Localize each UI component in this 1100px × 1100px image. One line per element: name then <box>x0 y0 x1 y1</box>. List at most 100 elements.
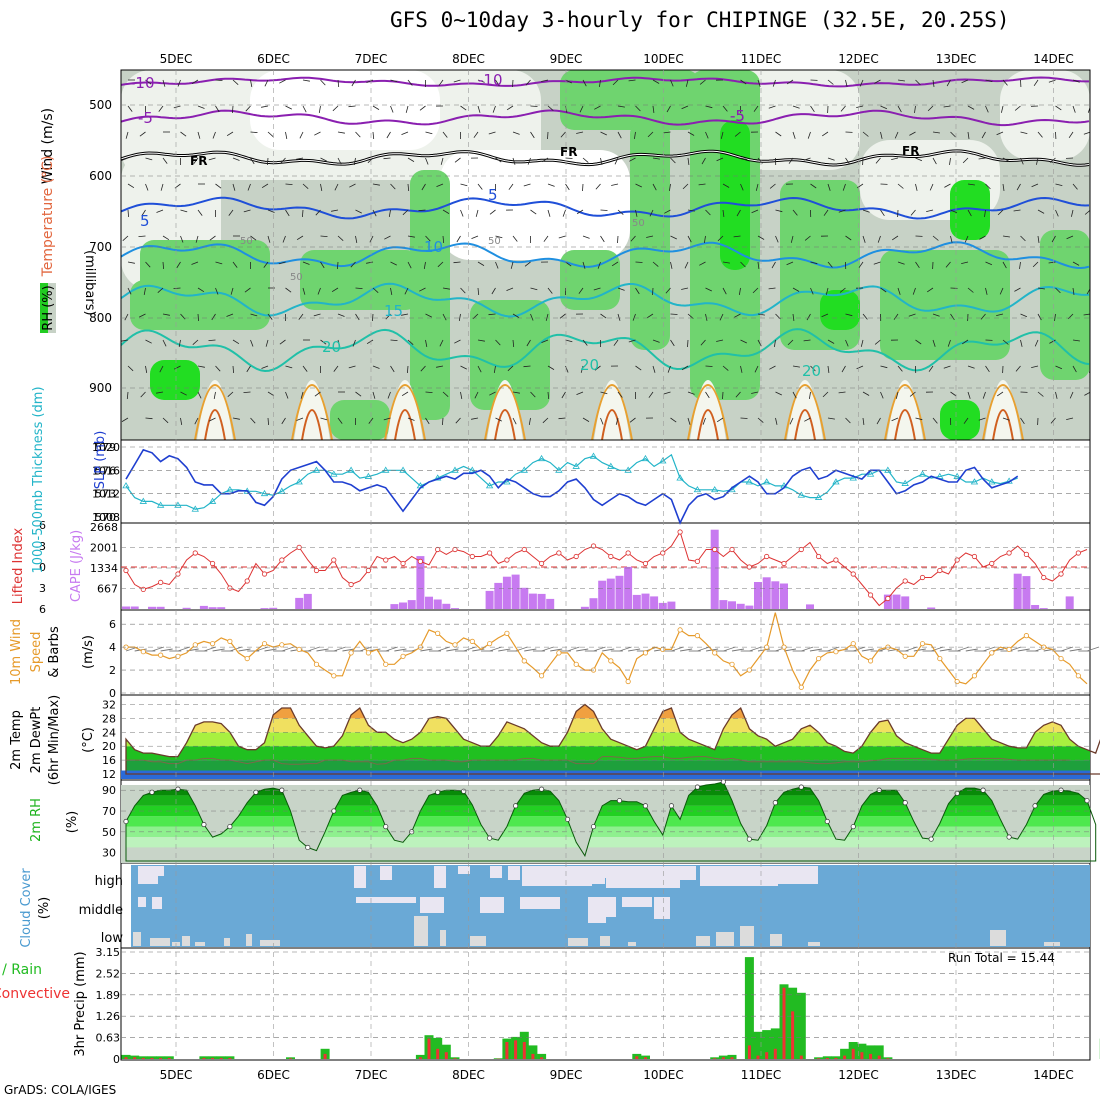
wind-barb <box>842 183 846 191</box>
cape-bar <box>494 582 503 609</box>
wind-barb <box>1037 235 1040 243</box>
thickness-line-point <box>970 478 979 485</box>
surface-wind-barb <box>801 646 814 652</box>
wind-barb <box>1020 131 1028 134</box>
wind-barb <box>578 287 584 294</box>
wind-barb <box>775 209 783 213</box>
wind-barb <box>302 79 310 82</box>
wind-barb <box>460 105 467 111</box>
li-line-point <box>435 546 441 553</box>
wind-barb <box>894 131 899 139</box>
cape-bar <box>260 608 269 609</box>
wind-speed-line-point <box>850 641 856 647</box>
wind-barb <box>768 105 776 109</box>
surface-wind-barb <box>316 648 329 652</box>
surface-wind-barb <box>1060 646 1074 652</box>
wind-barb <box>915 79 921 86</box>
wind-barb <box>420 365 426 372</box>
wind-barb <box>985 105 989 113</box>
wind-barb <box>997 209 1004 216</box>
wind-barb <box>334 183 339 191</box>
pressure-tick: 800 <box>89 311 112 325</box>
rh-point <box>590 824 597 830</box>
wind-barb <box>929 183 934 191</box>
wind-barb <box>285 105 292 110</box>
wind-barb <box>926 287 934 293</box>
wind-barb <box>456 235 461 243</box>
wind-barb <box>611 183 619 186</box>
wind-barb <box>599 79 601 87</box>
wind-barb <box>547 105 554 111</box>
wind-barb <box>635 261 643 263</box>
li-line-point <box>521 546 527 553</box>
li-line-point <box>175 571 181 577</box>
wind-barb <box>895 391 899 399</box>
wind-barb <box>740 183 744 191</box>
wind-barb <box>177 79 181 87</box>
wind-barb <box>1002 235 1010 238</box>
wind-speed-line-point <box>937 655 943 662</box>
cloud-low-block <box>808 942 820 946</box>
precip-total-bar <box>415 1054 425 1059</box>
rh-point <box>980 787 986 793</box>
temp-contour-30 <box>794 409 816 440</box>
wind-barb <box>804 235 811 241</box>
cloud-low-block <box>182 936 190 946</box>
wind-barb <box>734 313 741 318</box>
wind-barb <box>720 131 724 139</box>
wind-barb <box>845 417 851 424</box>
wind-barb <box>401 313 409 316</box>
wind-barb <box>300 391 304 399</box>
wind-barb <box>753 105 759 112</box>
wind-barb <box>985 287 988 295</box>
precip-conv-bar <box>877 1055 881 1059</box>
wind-barb <box>1087 106 1090 113</box>
wind-barb <box>261 183 269 189</box>
temp-contour-25 <box>194 384 236 440</box>
wind-barb <box>582 417 590 422</box>
wind-barb <box>967 183 975 186</box>
li-line-point <box>885 595 891 602</box>
wind-barb <box>315 209 321 216</box>
wind-barb <box>687 209 695 212</box>
wind-barb <box>419 105 426 111</box>
wind-barb <box>775 391 782 396</box>
rh-point <box>616 798 623 804</box>
li-line-point <box>1023 551 1029 558</box>
wind-barb <box>320 261 325 269</box>
wind-barb <box>401 131 409 135</box>
cloud-mid-block <box>588 897 606 923</box>
precip-total-bar <box>796 992 806 1059</box>
thickness-line-point <box>849 474 857 481</box>
wind-barb <box>156 209 164 213</box>
wind-barb <box>893 313 899 320</box>
wind-barb <box>560 131 566 138</box>
wind-barb <box>582 261 586 269</box>
wind-barb <box>982 391 986 399</box>
wind-barb <box>788 157 794 164</box>
rh-point <box>227 824 233 830</box>
wind-barb <box>943 105 951 108</box>
wind-barb <box>891 235 899 241</box>
rh-point <box>487 835 493 841</box>
precip-total-bar <box>744 957 754 1059</box>
li-line-point <box>989 560 995 567</box>
panel-frame-wind <box>120 609 1091 696</box>
wind-barb <box>230 287 234 295</box>
rh-shade-light <box>1000 70 1090 160</box>
precip-conv-bar <box>713 1058 717 1059</box>
wind-barb <box>349 183 356 188</box>
li-tick: 3 <box>39 582 46 595</box>
wind-barb <box>1072 105 1076 113</box>
wind-barb <box>576 209 584 215</box>
wind-barb <box>600 235 605 243</box>
thickness-tick: 579 <box>95 441 116 454</box>
wind-barb <box>615 417 619 425</box>
contour-label: 50 <box>632 218 645 229</box>
wind-speed-line <box>126 612 1088 689</box>
cape-tick: 1334 <box>90 562 118 575</box>
li-line-point <box>729 546 735 553</box>
cloud-mid-block <box>152 897 162 909</box>
wind-barb <box>635 365 642 371</box>
li-line-point <box>296 544 302 551</box>
